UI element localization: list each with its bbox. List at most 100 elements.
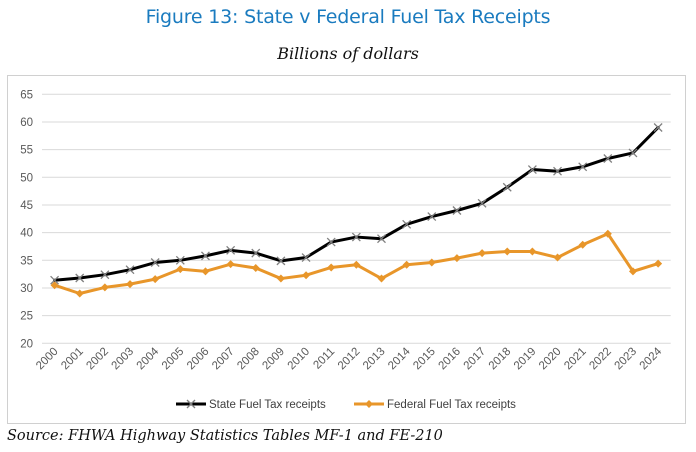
legend-item-federal: Federal Fuel Tax receipts: [354, 399, 516, 411]
x-axis-ticks: 2000200120022003200420052006200720082009…: [34, 345, 665, 372]
state-point: [201, 251, 210, 261]
legend-marker: [186, 399, 196, 409]
federal-point: [503, 247, 512, 256]
state-point: [452, 206, 462, 215]
x-tick-label: 2016: [436, 346, 463, 373]
legend: State Fuel Tax receipts Federal Fuel Tax …: [176, 399, 516, 411]
federal-point: [427, 258, 436, 267]
gridlines: [42, 93, 671, 344]
series: [50, 123, 663, 298]
federal-point: [478, 249, 487, 258]
y-tick-label: 50: [20, 172, 33, 184]
state-point: [527, 165, 537, 175]
figure-title: Figure 13: State v Federal Fuel Tax Rece…: [145, 6, 551, 28]
state-point: [175, 255, 185, 265]
state-point: [226, 245, 236, 255]
state-point: [477, 198, 487, 208]
x-tick-label: 2004: [135, 345, 162, 372]
federal-point: [553, 253, 562, 262]
federal-point: [402, 260, 411, 269]
state-point: [301, 253, 311, 262]
state-point: [251, 248, 261, 258]
state-point: [100, 270, 110, 280]
federal-point: [251, 264, 260, 273]
federal-point: [528, 247, 537, 256]
y-tick-label: 40: [20, 228, 33, 240]
federal-point: [452, 254, 461, 263]
x-tick-label: 2014: [386, 345, 413, 372]
x-tick-label: 2005: [160, 346, 187, 373]
figure-subtitle: Billions of dollars: [277, 44, 419, 63]
state-point: [427, 212, 437, 222]
federal-point: [352, 260, 361, 269]
x-tick-label: 2003: [110, 346, 137, 373]
x-tick-label: 2002: [84, 346, 111, 373]
series-state: [50, 123, 663, 285]
x-tick-label: 2010: [286, 346, 313, 373]
series-federal: [50, 229, 663, 298]
x-tick-label: 2018: [487, 346, 514, 373]
legend-item-state: State Fuel Tax receipts: [176, 399, 326, 411]
x-tick-label: 2001: [59, 346, 86, 373]
x-tick-label: 2011: [311, 346, 337, 372]
state-point: [653, 123, 663, 132]
x-tick-label: 2021: [562, 346, 589, 373]
state-point: [150, 258, 160, 267]
federal-point: [100, 283, 109, 292]
state-point: [578, 162, 588, 172]
x-tick-label: 2006: [185, 346, 212, 373]
y-tick-label: 55: [20, 145, 33, 157]
x-tick-label: 2022: [587, 346, 614, 373]
federal-point: [377, 274, 386, 283]
state-point: [628, 148, 638, 158]
federal-point: [176, 265, 185, 274]
y-tick-label: 60: [20, 117, 33, 129]
federal-point: [654, 259, 663, 268]
federal-point: [327, 263, 336, 272]
federal-point: [126, 280, 135, 289]
y-tick-label: 65: [20, 89, 33, 101]
state-point: [351, 232, 361, 242]
x-tick-label: 2015: [411, 346, 438, 373]
state-point: [75, 273, 85, 283]
x-tick-label: 2008: [235, 346, 262, 373]
legend-label: Federal Fuel Tax receipts: [387, 399, 516, 411]
y-tick-label: 30: [20, 283, 33, 295]
x-tick-label: 2009: [260, 346, 287, 373]
legend-marker: [365, 400, 373, 408]
state-point: [603, 154, 613, 163]
federal-point: [276, 274, 285, 283]
x-tick-label: 2007: [210, 346, 237, 373]
state-point: [377, 234, 386, 244]
y-tick-label: 20: [20, 338, 33, 350]
state-point: [402, 219, 412, 229]
federal-point: [226, 260, 235, 269]
state-point: [125, 265, 135, 275]
x-tick-label: 2000: [34, 346, 61, 373]
federal-point: [75, 289, 84, 298]
x-tick-label: 2017: [462, 346, 489, 373]
x-tick-label: 2013: [361, 346, 388, 373]
federal-point: [628, 267, 637, 276]
state-point: [502, 182, 512, 192]
x-tick-label: 2020: [537, 346, 564, 373]
state-point: [326, 237, 336, 247]
federal-point: [603, 229, 612, 238]
federal-point: [151, 275, 160, 284]
federal-point: [302, 271, 311, 280]
y-tick-label: 35: [20, 255, 33, 267]
state-line: [53, 126, 660, 282]
y-tick-label: 25: [20, 311, 33, 323]
x-tick-label: 2023: [613, 346, 640, 373]
legend-label: State Fuel Tax receipts: [209, 399, 326, 411]
federal-point: [578, 240, 587, 249]
state-point: [276, 256, 286, 266]
state-point: [553, 166, 562, 176]
federal-point: [201, 267, 210, 276]
federal-point: [50, 281, 59, 290]
source-note: Source: FHWA Highway Statistics Tables M…: [7, 428, 443, 444]
y-axis-ticks: 20 25 30 35 40 45 50 55 60 65: [20, 89, 33, 350]
x-tick-label: 2019: [512, 346, 539, 373]
x-tick-label: 2012: [336, 346, 363, 373]
